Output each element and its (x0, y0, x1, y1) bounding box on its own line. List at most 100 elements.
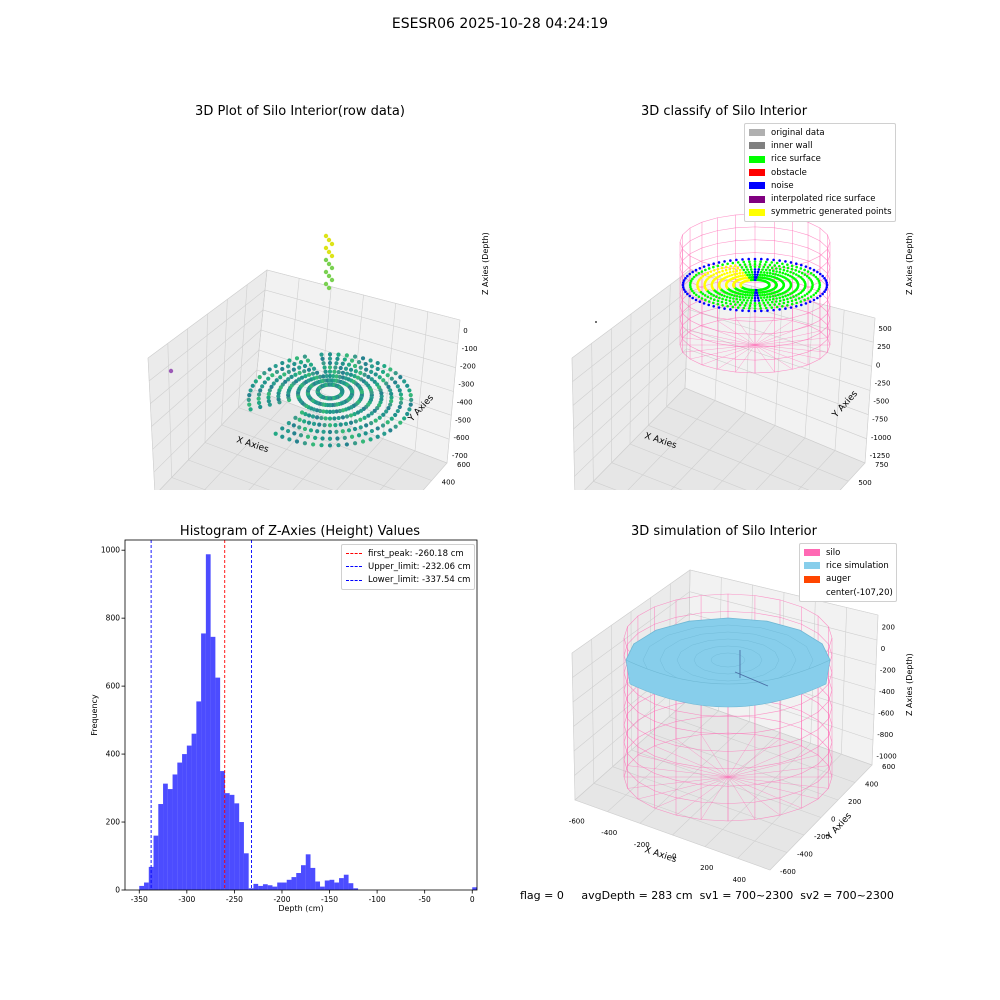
point (310, 414, 316, 419)
classified-point (763, 271, 766, 274)
point (306, 367, 312, 372)
point (327, 436, 333, 441)
point (329, 277, 335, 283)
classified-point (759, 260, 762, 263)
point (348, 367, 354, 372)
classified-point (768, 292, 771, 296)
classified-point (706, 277, 709, 281)
legend-label: center(-107,20) (826, 587, 893, 598)
x-tick-label: 400 (733, 876, 746, 884)
point (343, 366, 349, 371)
histogram-bar (182, 754, 187, 890)
classified-point (794, 262, 798, 266)
classified-point (763, 273, 767, 277)
simulation-legend: silo rice simulation auger center(-107,2… (799, 543, 897, 603)
classified-point (731, 305, 735, 309)
classified-point (765, 274, 769, 277)
z-tick-label: 0 (881, 645, 885, 653)
simulation-3d-plot: -600 -400 -200 0 200 400 -600 -400 -200 0 200 400 60… (569, 569, 914, 884)
point (320, 356, 325, 361)
point (389, 416, 394, 421)
classified-point (753, 268, 757, 271)
classified-point (781, 271, 785, 275)
grid-line (629, 443, 747, 490)
histogram-bar (334, 882, 340, 890)
classified-point (799, 267, 803, 270)
point (321, 361, 326, 366)
y-tick-label: 400 (442, 479, 455, 487)
point (395, 384, 400, 389)
y-tick-label: 500 (858, 479, 871, 487)
classified-point (771, 297, 775, 301)
silo-spoke (754, 344, 809, 366)
classified-point (770, 300, 774, 304)
histogram-bar (139, 885, 145, 890)
legend-item-first-peak: first_peak: -260.18 cm (346, 547, 470, 560)
y-tick-label: 400 (865, 781, 878, 789)
classified-point (744, 296, 747, 299)
legend-swatch (346, 566, 362, 568)
x-tick-label: -100 (369, 895, 386, 904)
classified-point (731, 261, 735, 265)
classified-point (716, 275, 719, 279)
classified-point (741, 295, 744, 299)
classified-point (694, 293, 698, 297)
point (327, 369, 333, 374)
classified-point (688, 294, 692, 298)
point (352, 354, 358, 359)
y-tick-label: 200 (106, 818, 121, 827)
classified-point (762, 265, 766, 269)
z-tick-label: -400 (879, 688, 895, 696)
point (327, 365, 333, 370)
classified-point (771, 269, 775, 273)
classified-point (753, 294, 757, 297)
classified-point (824, 288, 828, 291)
point (368, 437, 373, 442)
point (405, 411, 410, 417)
classified-point (743, 293, 747, 297)
point (393, 371, 398, 376)
histogram-bar (343, 874, 349, 890)
classified-point (712, 304, 716, 308)
classified-point (702, 302, 706, 305)
classified-point (809, 289, 812, 292)
point (289, 374, 294, 380)
classified-point (825, 283, 829, 287)
classified-point (729, 259, 732, 262)
classified-point (821, 292, 824, 296)
point (303, 374, 308, 379)
classified-point (716, 267, 720, 271)
classified-point (814, 291, 818, 295)
y-tick-label: -200 (814, 833, 830, 841)
classified-point (712, 262, 716, 266)
classified-point (716, 264, 720, 268)
point (336, 370, 341, 375)
classified-point (732, 300, 736, 303)
classified-point (704, 298, 707, 302)
y-tick-label: 600 (882, 763, 895, 771)
classified-point (747, 257, 751, 261)
classified-point (735, 258, 738, 262)
classified-point (740, 266, 744, 269)
classified-point (823, 276, 826, 280)
point (256, 400, 262, 405)
classified-point (768, 274, 771, 278)
histogram-bar (320, 886, 325, 890)
classified-point (710, 292, 713, 296)
point (247, 393, 252, 398)
classified-point (782, 282, 785, 286)
point (303, 411, 308, 417)
classified-point (681, 281, 685, 285)
classified-point (724, 298, 728, 302)
silo-spoke (735, 317, 756, 346)
classified-point (681, 285, 685, 289)
point (274, 369, 280, 375)
point (338, 365, 343, 371)
point (346, 362, 352, 367)
legend-swatch (346, 553, 362, 555)
classified-point (768, 271, 772, 275)
legend-swatch (346, 579, 362, 581)
z-tick-label: -500 (873, 398, 889, 406)
classified-point (794, 304, 798, 308)
legend-item-lower-limit: Lower_limit: -337.54 cm (346, 574, 470, 587)
